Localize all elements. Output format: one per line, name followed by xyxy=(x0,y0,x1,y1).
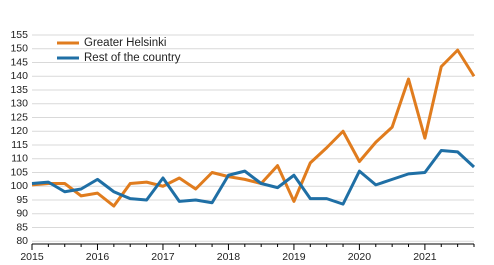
line-series xyxy=(31,48,476,208)
y-tick-label: 155 xyxy=(10,29,28,41)
x-tick-label: 2017 xyxy=(151,251,175,263)
y-tick-label: 135 xyxy=(10,84,28,96)
x-tick-label: 2016 xyxy=(86,251,110,263)
y-tick-label: 95 xyxy=(16,194,28,206)
y-tick-label: 85 xyxy=(16,221,28,233)
y-tick-label: 140 xyxy=(10,70,28,82)
x-tick-label: 2020 xyxy=(348,251,372,263)
x-tick-label: 2021 xyxy=(413,251,437,263)
x-tick-label: 2019 xyxy=(282,251,306,263)
y-tick-label: 110 xyxy=(11,153,28,165)
y-tick-label: 145 xyxy=(10,56,28,68)
y-tick-label: 80 xyxy=(16,235,28,247)
y-tick-label: 100 xyxy=(10,180,28,192)
x-tick-label: 2015 xyxy=(20,251,44,263)
y-tick-label: 125 xyxy=(10,111,28,123)
y-tick-label: 90 xyxy=(16,208,28,220)
y-tick-label: 130 xyxy=(10,98,28,110)
line-series xyxy=(31,149,476,206)
y-tick-label: 105 xyxy=(10,166,28,178)
y-tick-label: 150 xyxy=(10,43,28,55)
x-tick-label: 2018 xyxy=(217,251,241,263)
legend-label: Rest of the country xyxy=(84,52,181,64)
y-tick-label: 115 xyxy=(11,139,28,151)
legend-label: Greater Helsinki xyxy=(84,37,166,49)
y-tick-label: 120 xyxy=(10,125,28,137)
